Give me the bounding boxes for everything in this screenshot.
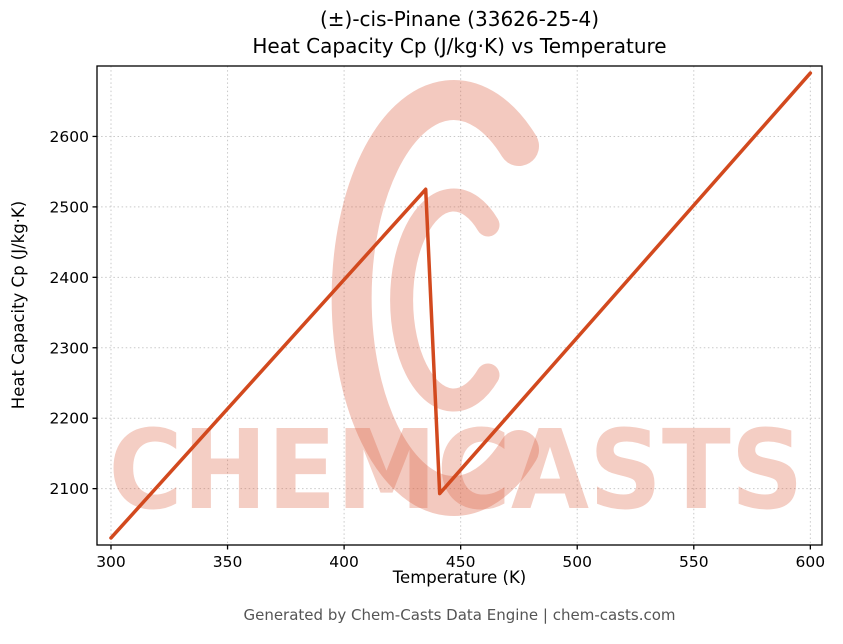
y-tick-label: 2300 (50, 339, 89, 357)
chart-title-line2: Heat Capacity Cp (J/kg·K) vs Temperature (252, 34, 667, 58)
y-axis-label: Heat Capacity Cp (J/kg·K) (9, 200, 28, 410)
watermark-c-swirl-logo (331, 80, 539, 516)
footer-credit: Generated by Chem-Casts Data Engine | ch… (243, 606, 676, 624)
x-tick-label: 300 (96, 553, 126, 571)
y-tick-label: 2600 (50, 128, 89, 146)
y-tick-label: 2500 (50, 198, 89, 216)
plot-border (96, 65, 823, 546)
x-tick-label: 450 (446, 553, 476, 571)
y-tick-label: 2400 (50, 269, 89, 287)
x-tick-label: 600 (796, 553, 826, 571)
y-tick-label: 2100 (50, 480, 89, 498)
y-tick-label: 2200 (50, 410, 89, 428)
watermark-c-swirl-logo-inner (390, 188, 500, 412)
x-tick-label: 350 (213, 553, 243, 571)
cp-vs-temperature-line (109, 71, 813, 540)
x-tick-label: 400 (329, 553, 359, 571)
chart-title-line1: (±)-cis-Pinane (33626-25-4) (319, 7, 600, 31)
watermark-text: CHEMCASTS (109, 406, 804, 534)
x-tick-label: 550 (679, 553, 709, 571)
x-tick-label: 500 (562, 553, 592, 571)
chart-title: (±)-cis-Pinane (33626-25-4) Heat Capacit… (97, 6, 822, 60)
x-axis-label: Temperature (K) (392, 568, 527, 587)
